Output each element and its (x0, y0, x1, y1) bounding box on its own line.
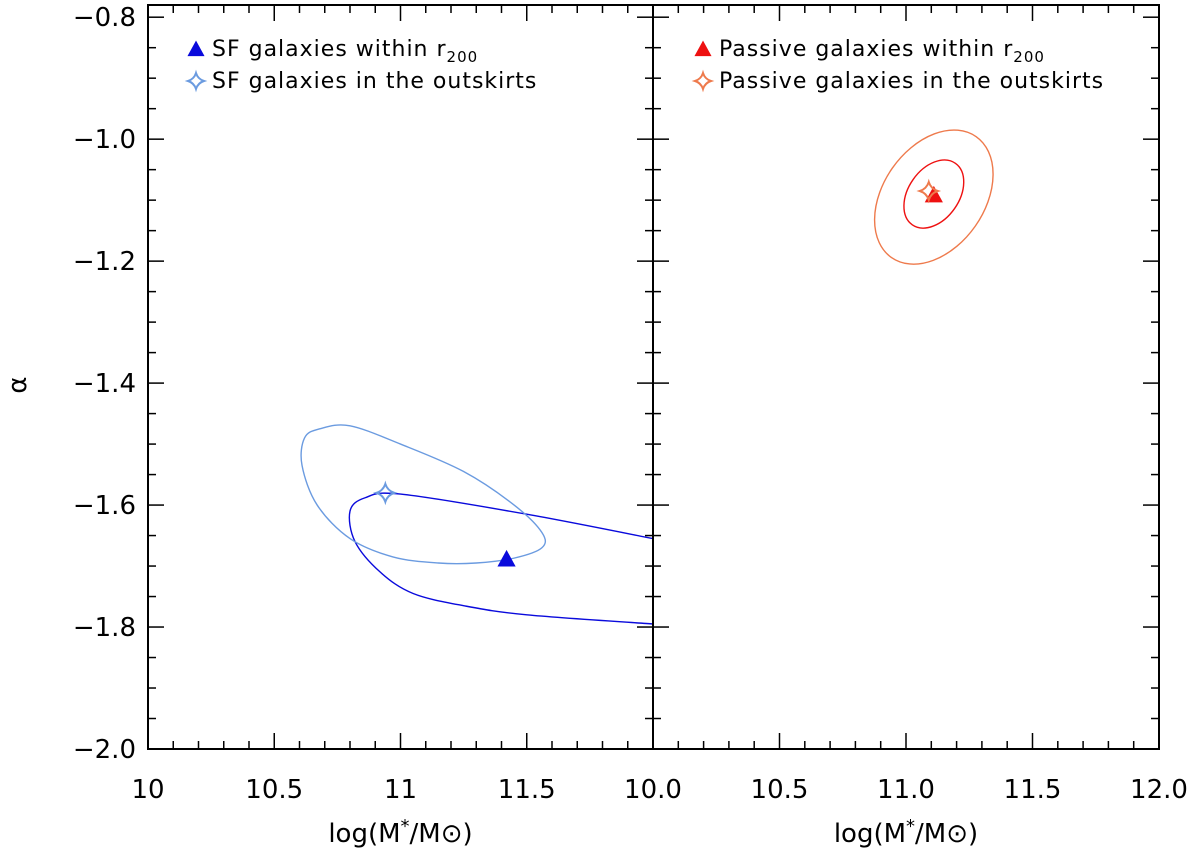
left-panel-frame (147, 4, 654, 750)
sf-within-legend-marker (187, 40, 205, 57)
label-layer: 10 10.5 11 11.5 10.0 10.5 11.0 11.5 12.0 −0.8 −1.0… (3, 3, 1188, 849)
x-tick-label: 10.5 (245, 775, 303, 805)
y-tick-label: −1.4 (73, 369, 136, 399)
sf-outskirts-contour (300, 424, 547, 565)
passive-outskirts-contour (873, 129, 994, 265)
x-axis-label-right: log(M*/M⊙) (834, 816, 978, 849)
sf-within-legend-label: SF galaxies within r200 (212, 37, 478, 66)
right-panel-frame (652, 4, 1160, 750)
frame-layer (147, 4, 1160, 750)
x-tick-label: 10.0 (624, 775, 682, 805)
x-tick-label: 11.5 (1004, 775, 1062, 805)
sf-outskirts-legend-label: SF galaxies in the outskirts (212, 69, 537, 94)
passive-within-legend-marker (694, 40, 712, 57)
sf-within-point (497, 549, 516, 567)
passive-within-legend-label: Passive galaxies within r200 (719, 37, 1045, 66)
passive-outskirts-legend-label: Passive galaxies in the outskirts (719, 69, 1104, 94)
passive-outskirts-legend-marker (691, 69, 715, 93)
x-tick-label: 12.0 (1130, 775, 1188, 805)
y-tick-label: −1.2 (73, 247, 136, 277)
y-tick-label: −2.0 (73, 735, 136, 765)
x-axis-label-left: log(M*/M⊙) (328, 816, 472, 849)
x-tick-label: 11 (384, 775, 417, 805)
point-layer (373, 178, 943, 567)
y-axis-label: α (3, 376, 33, 393)
legend-layer: SF galaxies within r200 SF galaxies in th… (184, 37, 1104, 94)
sf-outskirts-point (373, 480, 398, 506)
x-tick-label: 11.0 (877, 775, 935, 805)
sf-outskirts-legend-marker (184, 69, 208, 93)
tick-layer (147, 5, 1160, 750)
x-tick-label: 11.5 (498, 775, 556, 805)
sf-within-contour (348, 492, 653, 625)
y-tick-label: −1.0 (73, 125, 136, 155)
x-tick-label: 10 (131, 775, 164, 805)
y-tick-label: −1.8 (73, 613, 136, 643)
y-tick-label: −0.8 (73, 3, 136, 33)
passive-outskirts-point (916, 178, 942, 204)
passive-within-contour (903, 159, 965, 229)
contour-layer (300, 129, 994, 625)
y-tick-label: −1.6 (73, 491, 136, 521)
x-tick-label: 10.5 (751, 775, 809, 805)
